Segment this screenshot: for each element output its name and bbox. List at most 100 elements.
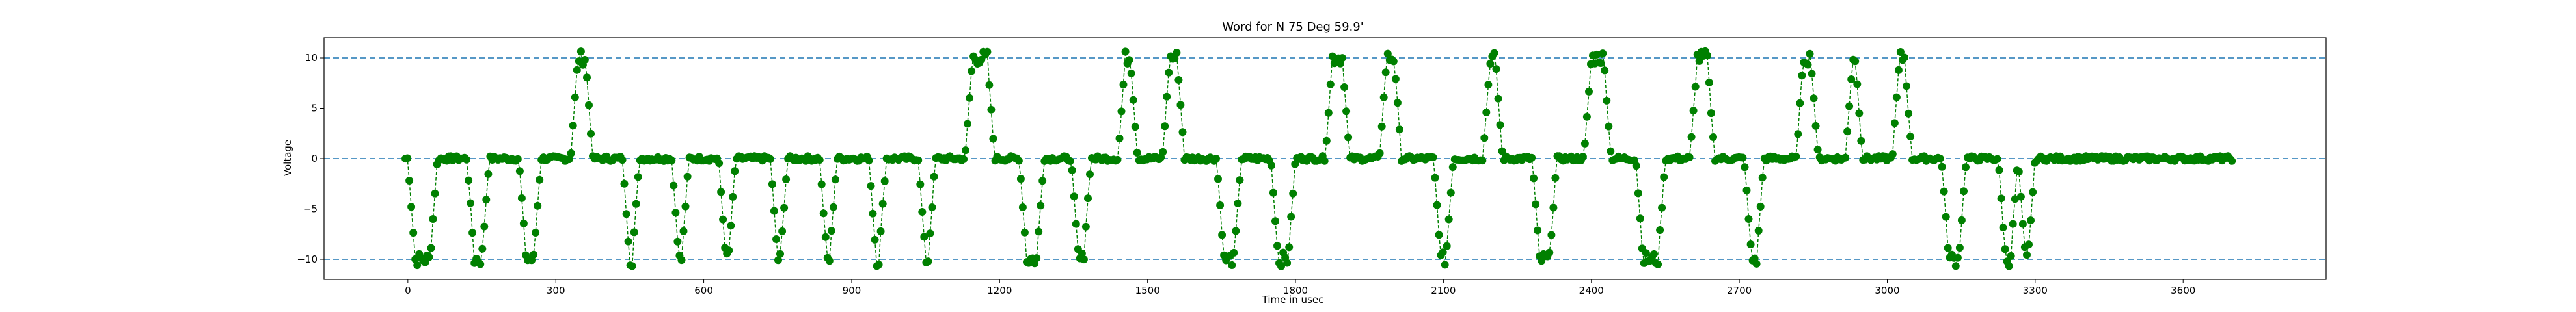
data-point (1804, 60, 1812, 69)
data-point (878, 200, 887, 208)
data-point (725, 246, 733, 255)
data-point (1429, 153, 1437, 162)
data-point (1014, 157, 1023, 165)
data-point (924, 257, 932, 266)
data-point (1035, 228, 1043, 236)
data-point (1444, 215, 1453, 224)
data-point (618, 156, 627, 164)
data-point (1285, 243, 1294, 252)
data-point (673, 237, 682, 246)
data-point (1033, 254, 1041, 263)
data-point (431, 189, 439, 198)
data-point (1287, 213, 1295, 221)
data-point (565, 155, 573, 164)
data-point (1273, 242, 1281, 250)
data-point (1236, 176, 1244, 185)
x-tick-label: 0 (405, 285, 411, 296)
data-point (587, 129, 595, 138)
data-point (1379, 93, 1388, 101)
data-point (1234, 200, 1242, 207)
data-point (1944, 244, 1952, 252)
data-point (1752, 259, 1761, 268)
data-point (1496, 121, 1504, 129)
data-point (1131, 123, 1139, 131)
data-point (780, 203, 789, 212)
data-point (409, 229, 418, 237)
data-point (1532, 200, 1540, 209)
data-point (2228, 157, 2236, 165)
data-point (1072, 220, 1080, 228)
data-point (768, 180, 776, 188)
data-point (1547, 231, 1556, 239)
data-point (2001, 245, 2009, 254)
data-point (1582, 112, 1591, 121)
data-point (1283, 259, 1292, 267)
y-axis: −10 −5 0 5 10 (297, 52, 324, 265)
data-point (1068, 166, 1076, 174)
data-point (1888, 150, 1897, 159)
data-point (1940, 187, 1948, 196)
data-point (985, 81, 994, 89)
data-point (926, 229, 934, 238)
data-point (1277, 262, 1285, 270)
data-point (1377, 122, 1386, 131)
data-point (774, 256, 782, 265)
data-point (1216, 201, 1225, 209)
data-point (1709, 133, 1717, 141)
data-point (1081, 222, 1090, 231)
data-point (1585, 87, 1593, 96)
data-point (403, 154, 412, 162)
data-point (1129, 96, 1137, 104)
data-point (821, 233, 830, 241)
data-point (476, 260, 485, 268)
data-point (825, 257, 834, 265)
data-point (1656, 226, 1664, 234)
data-point (1494, 94, 1502, 103)
data-point (632, 200, 640, 208)
data-point (1016, 175, 1025, 183)
data-point (1813, 146, 1822, 154)
data-point (1906, 133, 1915, 141)
data-point (1498, 147, 1506, 155)
y-tick-label: 10 (305, 52, 318, 64)
data-point (1324, 109, 1333, 117)
x-tick-label: 1200 (987, 285, 1012, 296)
data-point (1853, 80, 1862, 88)
data-point (407, 203, 416, 211)
data-point (1999, 224, 2007, 232)
data-point (1376, 149, 1384, 157)
series-markers (401, 47, 2236, 270)
data-point (1038, 177, 1047, 185)
data-point (876, 227, 885, 235)
data-point (989, 135, 997, 143)
y-tick-label: −10 (297, 254, 318, 265)
x-tick-label: 3000 (1875, 285, 1899, 296)
data-point (1125, 56, 1133, 64)
data-point (583, 73, 591, 82)
data-point (1228, 261, 1236, 269)
data-point (1843, 127, 1852, 136)
data-point (480, 222, 489, 231)
data-point (977, 55, 986, 64)
data-point (576, 47, 585, 56)
data-point (467, 199, 475, 207)
data-point (1492, 65, 1500, 73)
data-point (573, 66, 581, 74)
data-point (717, 188, 725, 196)
data-point (465, 176, 473, 185)
data-point (671, 209, 680, 217)
data-point (1841, 153, 1850, 162)
data-point (1534, 226, 1542, 235)
data-point (1742, 186, 1751, 194)
x-tick-label: 900 (843, 285, 861, 296)
data-point (1603, 96, 1611, 105)
data-point (1634, 189, 1642, 198)
data-point (1443, 242, 1451, 250)
data-point (920, 233, 929, 241)
data-point (1579, 153, 1587, 161)
data-point (515, 167, 524, 176)
data-point (1490, 49, 1498, 57)
y-axis-label: Voltage (282, 140, 293, 176)
data-point (2016, 192, 2025, 201)
data-point (880, 177, 889, 185)
